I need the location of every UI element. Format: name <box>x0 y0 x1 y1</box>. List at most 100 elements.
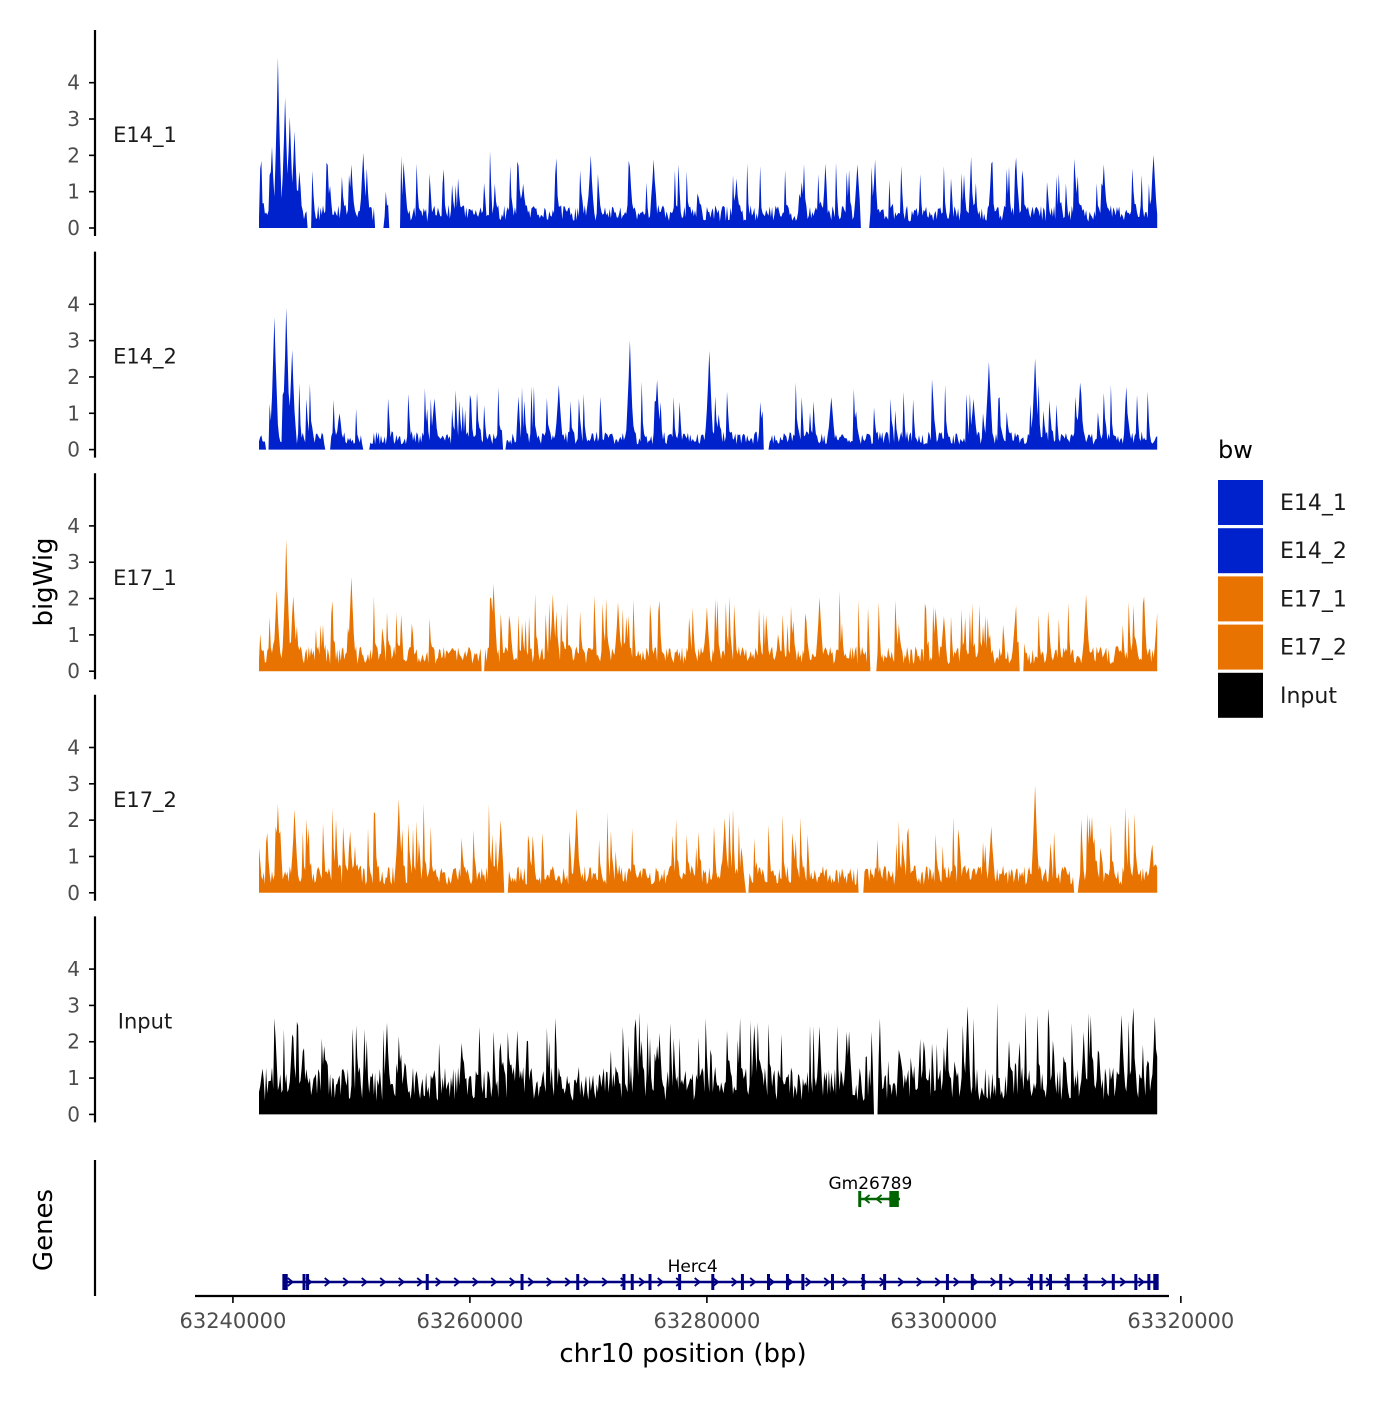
strand-arrow <box>657 1277 665 1287</box>
y-tick-label: 0 <box>67 438 80 462</box>
track-e14-2: 0 1 2 3 4 E14_2 <box>67 251 1158 462</box>
strand-arrow <box>768 1277 776 1287</box>
gene-gm26789: Gm26789 <box>828 1174 912 1207</box>
strand-arrow <box>472 1277 480 1287</box>
legend-swatch <box>1218 672 1263 718</box>
track-e17-2: 0 1 2 3 4 E17_2 <box>67 694 1158 905</box>
exon <box>740 1274 744 1290</box>
y-tick-label: 0 <box>67 1102 80 1126</box>
exon <box>520 1274 524 1290</box>
y-tick-label: 4 <box>67 514 80 538</box>
legend-label: Input <box>1280 684 1337 709</box>
exon <box>1049 1274 1053 1290</box>
exon <box>648 1274 652 1290</box>
strand-arrow <box>712 1277 720 1287</box>
exon <box>999 1274 1003 1290</box>
strand-arrow <box>1138 1277 1146 1287</box>
exon <box>801 1274 805 1290</box>
legend-swatch <box>1218 576 1263 622</box>
strand-arrow <box>731 1277 739 1287</box>
y-tick-label: 3 <box>67 329 80 353</box>
exon <box>1147 1274 1151 1290</box>
x-tick-label: 63240000 <box>179 1309 286 1333</box>
x-axis-label: chr10 position (bp) <box>559 1339 806 1369</box>
exon <box>1066 1274 1070 1290</box>
gene-herc4: Herc4 <box>282 1257 1159 1290</box>
bigwig-tracks: 0 1 2 3 4 E14_1 0 1 2 3 4 E14_2 0 1 2 3 4 E17_1 0 1 2 3 4 E17_2… <box>67 30 1158 1126</box>
exon <box>861 1274 865 1290</box>
strand-arrow <box>1119 1277 1127 1287</box>
strand-arrow <box>398 1277 406 1287</box>
y-tick-label: 3 <box>67 993 80 1017</box>
track-label: E14_2 <box>113 345 177 370</box>
legend-label: E17_2 <box>1280 636 1347 661</box>
track-input: 0 1 2 3 4 Input <box>67 916 1158 1126</box>
strand-arrow <box>694 1277 702 1287</box>
strand-arrow <box>601 1277 609 1287</box>
y-tick-label: 4 <box>67 292 80 316</box>
signal-area-e17-1 <box>259 539 1158 672</box>
exon <box>883 1274 887 1290</box>
exon <box>284 1274 288 1290</box>
track-label: E17_2 <box>113 788 177 813</box>
exon <box>1134 1274 1138 1290</box>
signal-area-e14-2 <box>259 307 1158 450</box>
strand-arrow <box>805 1277 813 1287</box>
exon <box>425 1274 429 1290</box>
y-tick-label: 4 <box>67 957 80 981</box>
strand-arrow <box>379 1277 387 1287</box>
strand-arrow <box>749 1277 757 1287</box>
strand-arrow <box>453 1277 461 1287</box>
exon <box>576 1274 580 1290</box>
exon <box>1030 1274 1034 1290</box>
y-tick-label: 2 <box>67 587 80 611</box>
strand-arrow <box>416 1277 424 1287</box>
signal-area-input <box>259 1002 1158 1115</box>
x-tick-label: 63280000 <box>653 1309 760 1333</box>
y-tick-label: 0 <box>67 216 80 240</box>
y-tick-label: 2 <box>67 365 80 389</box>
strand-arrow <box>863 1194 871 1204</box>
y-tick-label: 2 <box>67 143 80 167</box>
legend-label: E14_2 <box>1280 539 1347 564</box>
y-tick-label: 3 <box>67 107 80 131</box>
y-tick-label: 0 <box>67 659 80 683</box>
strand-arrow <box>564 1277 572 1287</box>
track-e14-1: 0 1 2 3 4 E14_1 <box>67 30 1158 240</box>
strand-arrow <box>490 1277 498 1287</box>
y-tick-label: 2 <box>67 808 80 832</box>
strand-arrow <box>527 1277 535 1287</box>
signal-area-e17-2 <box>259 785 1158 893</box>
legend-swatch <box>1218 480 1263 525</box>
exon <box>282 1274 286 1290</box>
y-tick-label: 3 <box>67 772 80 796</box>
track-e17-1: 0 1 2 3 4 E17_1 <box>67 473 1158 683</box>
x-tick-label: 63260000 <box>416 1309 523 1333</box>
legend: bw E14_1 E14_2 E17_1 E17_2 Input <box>1218 436 1347 718</box>
y-tick-label: 1 <box>67 401 80 425</box>
strand-arrow <box>546 1277 554 1287</box>
y-axis-label: bigWig <box>29 537 59 626</box>
exon <box>1155 1274 1159 1290</box>
legend-label: E17_1 <box>1280 587 1347 612</box>
exon <box>858 1191 862 1207</box>
track-label: E14_1 <box>113 123 177 148</box>
exon <box>1111 1274 1115 1290</box>
exon <box>306 1274 310 1290</box>
y-tick-label: 3 <box>67 550 80 574</box>
gene-label: Gm26789 <box>828 1174 912 1194</box>
strand-arrow <box>324 1277 332 1287</box>
exon <box>945 1274 949 1290</box>
strand-arrow <box>509 1277 517 1287</box>
track-label: E17_1 <box>113 566 177 591</box>
exon <box>711 1274 715 1290</box>
legend-swatch <box>1218 624 1263 670</box>
strand-arrow <box>971 1277 979 1287</box>
y-tick-label: 1 <box>67 180 80 204</box>
strand-arrow <box>361 1277 369 1287</box>
y-tick-label: 1 <box>67 623 80 647</box>
strand-arrow <box>1008 1277 1016 1287</box>
